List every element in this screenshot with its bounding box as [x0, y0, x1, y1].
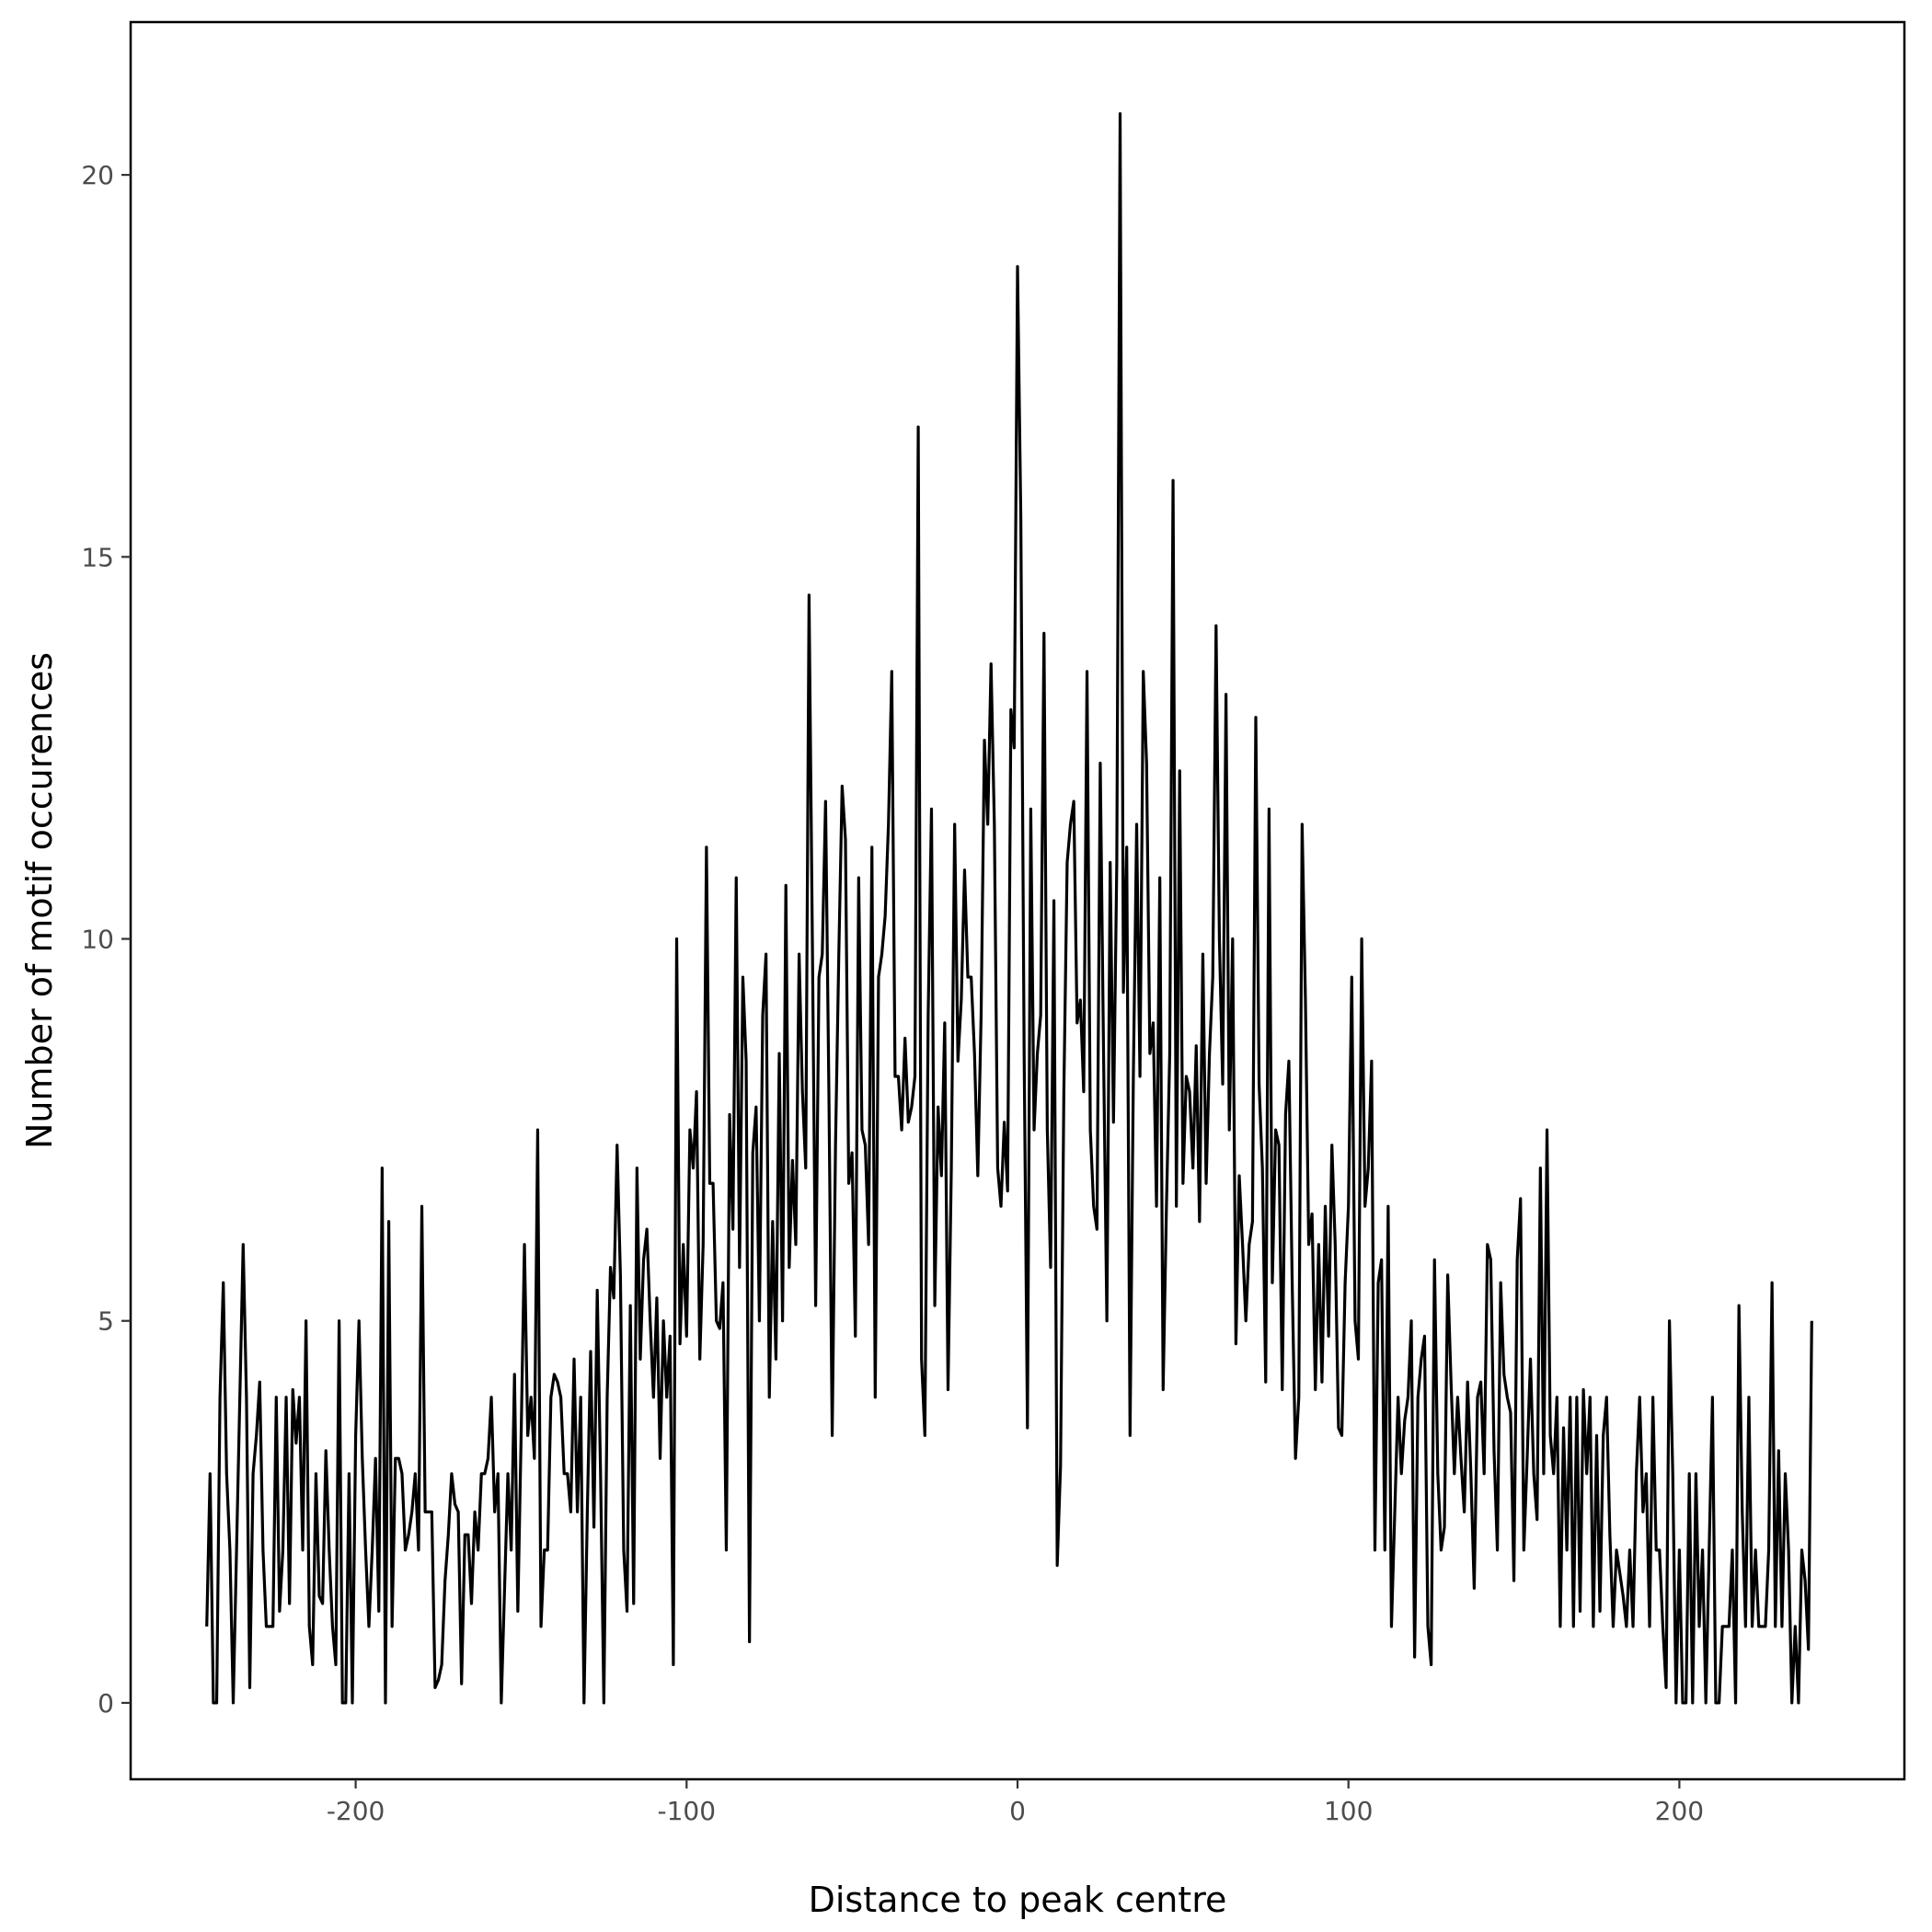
series-layer	[205, 112, 1813, 1705]
y-axis: 0 5 10 15 20	[81, 160, 131, 1719]
x-tick-label: 100	[1324, 1796, 1373, 1826]
y-tick-label: 20	[81, 160, 114, 190]
y-tick-label: 10	[81, 925, 114, 955]
x-tick-label: 200	[1655, 1796, 1704, 1826]
y-tick-label: 5	[98, 1306, 114, 1337]
y-axis-title: Number of motif occurences	[19, 652, 60, 1149]
x-axis-title: Distance to peak centre	[809, 1880, 1227, 1920]
x-tick-label: -200	[327, 1796, 385, 1826]
x-tick-label: 0	[1009, 1796, 1026, 1826]
y-tick-label: 15	[81, 542, 114, 572]
y-tick-label: 0	[98, 1688, 114, 1719]
x-tick-label: -100	[658, 1796, 717, 1826]
x-axis: -200 -100 0 100 200	[327, 1779, 1704, 1826]
series-line	[205, 112, 1813, 1705]
